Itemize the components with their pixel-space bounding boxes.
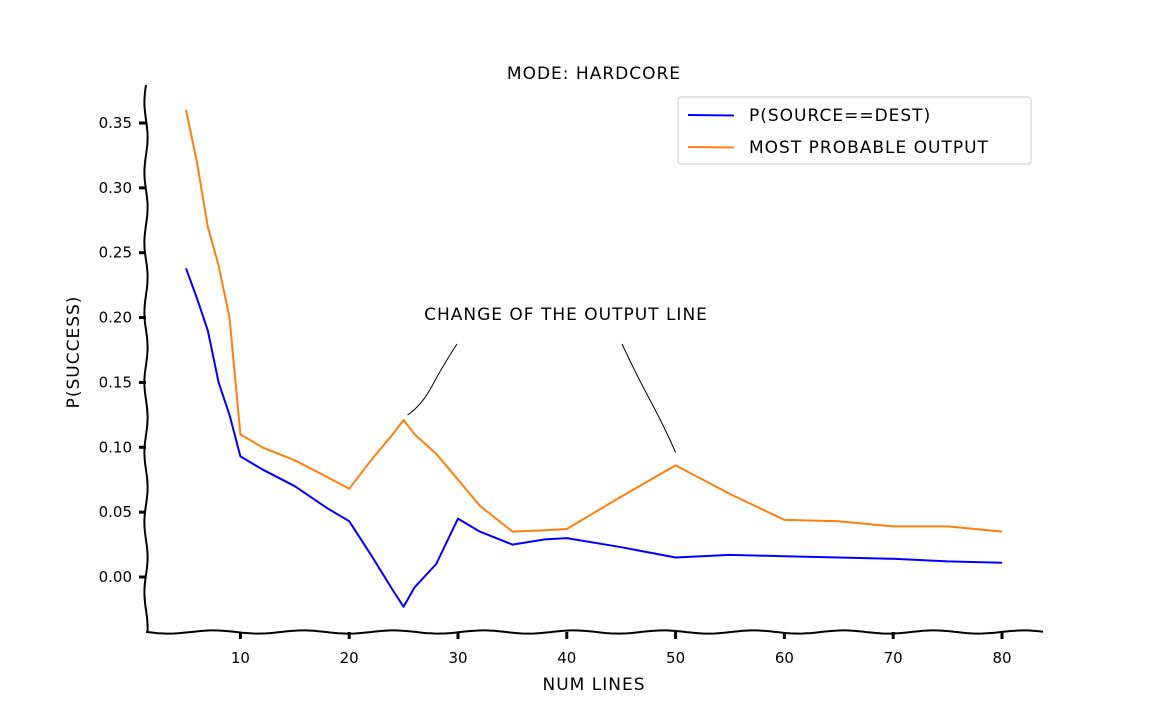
- x-tick-label: 20: [340, 649, 359, 667]
- x-tick-label: 10: [231, 649, 250, 667]
- y-tick-label: 0.25: [99, 244, 132, 262]
- x-tick-label: 70: [884, 649, 903, 667]
- legend-box: [677, 96, 1032, 165]
- legend-label: MOST PROBABLE OUTPUT: [749, 138, 989, 158]
- legend: P(SOURCE==DEST) MOST PROBABLE OUTPUT: [677, 96, 1032, 165]
- series-line: [185, 267, 1003, 608]
- x-axis-label: NUM LINES: [543, 675, 646, 695]
- annotation-arrow: [407, 343, 458, 416]
- x-tick-label: 60: [775, 649, 794, 667]
- chart-title: MODE: HARDCORE: [507, 64, 681, 84]
- y-tick-label: 0.05: [99, 503, 132, 521]
- legend-swatch: [687, 146, 735, 149]
- x-tick-label: 30: [448, 649, 467, 667]
- y-tick-label: 0.35: [99, 114, 132, 132]
- axes: 10 20 30 40 50 60 70 80 0.00 0.05 0.10 0.15 0.20 0.25…: [99, 84, 1044, 667]
- annotation-text: CHANGE OF THE OUTPUT LINE: [424, 305, 708, 325]
- legend-swatch: [687, 114, 735, 117]
- y-tick-label: 0.30: [99, 179, 132, 197]
- y-tick-label: 0.00: [99, 568, 132, 586]
- y-tick-label: 0.20: [99, 309, 132, 327]
- x-tick-label: 50: [666, 649, 685, 667]
- y-tick-label: 0.10: [99, 438, 132, 456]
- x-axis-line: [145, 629, 1044, 635]
- x-tick-label: 80: [992, 649, 1011, 667]
- y-axis-line: [143, 84, 149, 633]
- y-tick-label: 0.15: [99, 373, 132, 391]
- annotation-arrow: [621, 343, 677, 453]
- y-axis-label: P(SUCCESS): [64, 296, 84, 409]
- series-line: [185, 109, 1003, 533]
- series-layer: [185, 109, 1003, 608]
- annotation-layer: CHANGE OF THE OUTPUT LINE: [407, 305, 708, 453]
- legend-label: P(SOURCE==DEST): [749, 106, 931, 126]
- x-tick-label: 40: [557, 649, 576, 667]
